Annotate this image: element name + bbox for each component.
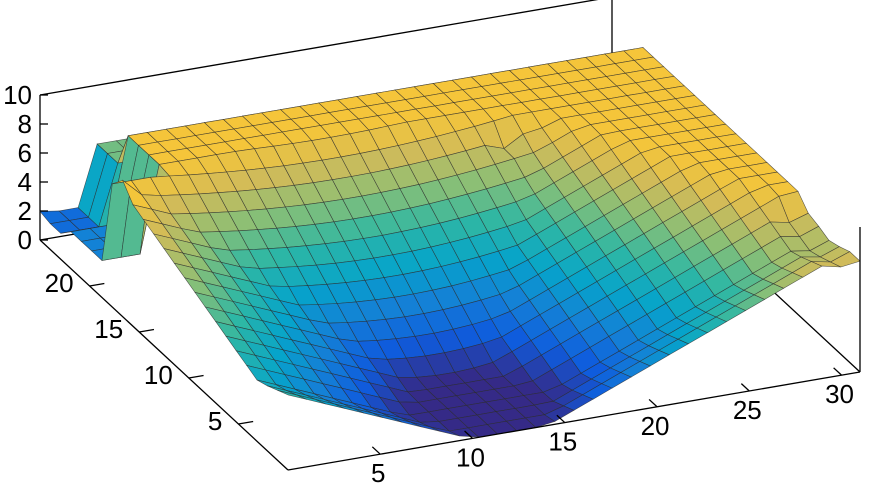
x-tick-label: 15 — [548, 427, 577, 457]
axes-box-front — [39, 227, 861, 471]
z-tick-label: 10 — [3, 80, 32, 110]
y-tick — [188, 374, 204, 379]
x-tick — [648, 398, 658, 408]
x-tick-label: 5 — [371, 458, 385, 488]
x-tick — [740, 383, 750, 392]
y-tick — [89, 282, 105, 287]
x-tick-label: 20 — [641, 411, 670, 441]
z-tick-label: 0 — [18, 225, 32, 255]
x-tick — [556, 414, 566, 424]
surface-patch — [829, 251, 861, 268]
y-tick-label: 10 — [144, 360, 173, 390]
x-tick-label: 10 — [456, 442, 485, 472]
box-edge — [287, 371, 861, 471]
x-tick — [464, 430, 473, 439]
z-tick-label: 8 — [18, 109, 32, 139]
x-tick-label: 30 — [825, 379, 854, 409]
z-tick-label: 4 — [18, 167, 32, 197]
box-edge — [39, 239, 289, 471]
x-tick — [833, 367, 842, 376]
y-tick — [238, 420, 254, 425]
y-tick-label: 5 — [208, 406, 222, 436]
y-tick-label: 15 — [94, 314, 123, 344]
z-tick-label: 2 — [18, 196, 32, 226]
z-tick-label: 6 — [18, 138, 32, 168]
x-tick-label: 25 — [733, 395, 762, 425]
box-edge — [39, 0, 599, 96]
y-tick-label: 20 — [45, 268, 74, 298]
surface-mesh — [39, 47, 861, 438]
x-tick — [371, 446, 381, 455]
y-tick — [139, 328, 155, 333]
